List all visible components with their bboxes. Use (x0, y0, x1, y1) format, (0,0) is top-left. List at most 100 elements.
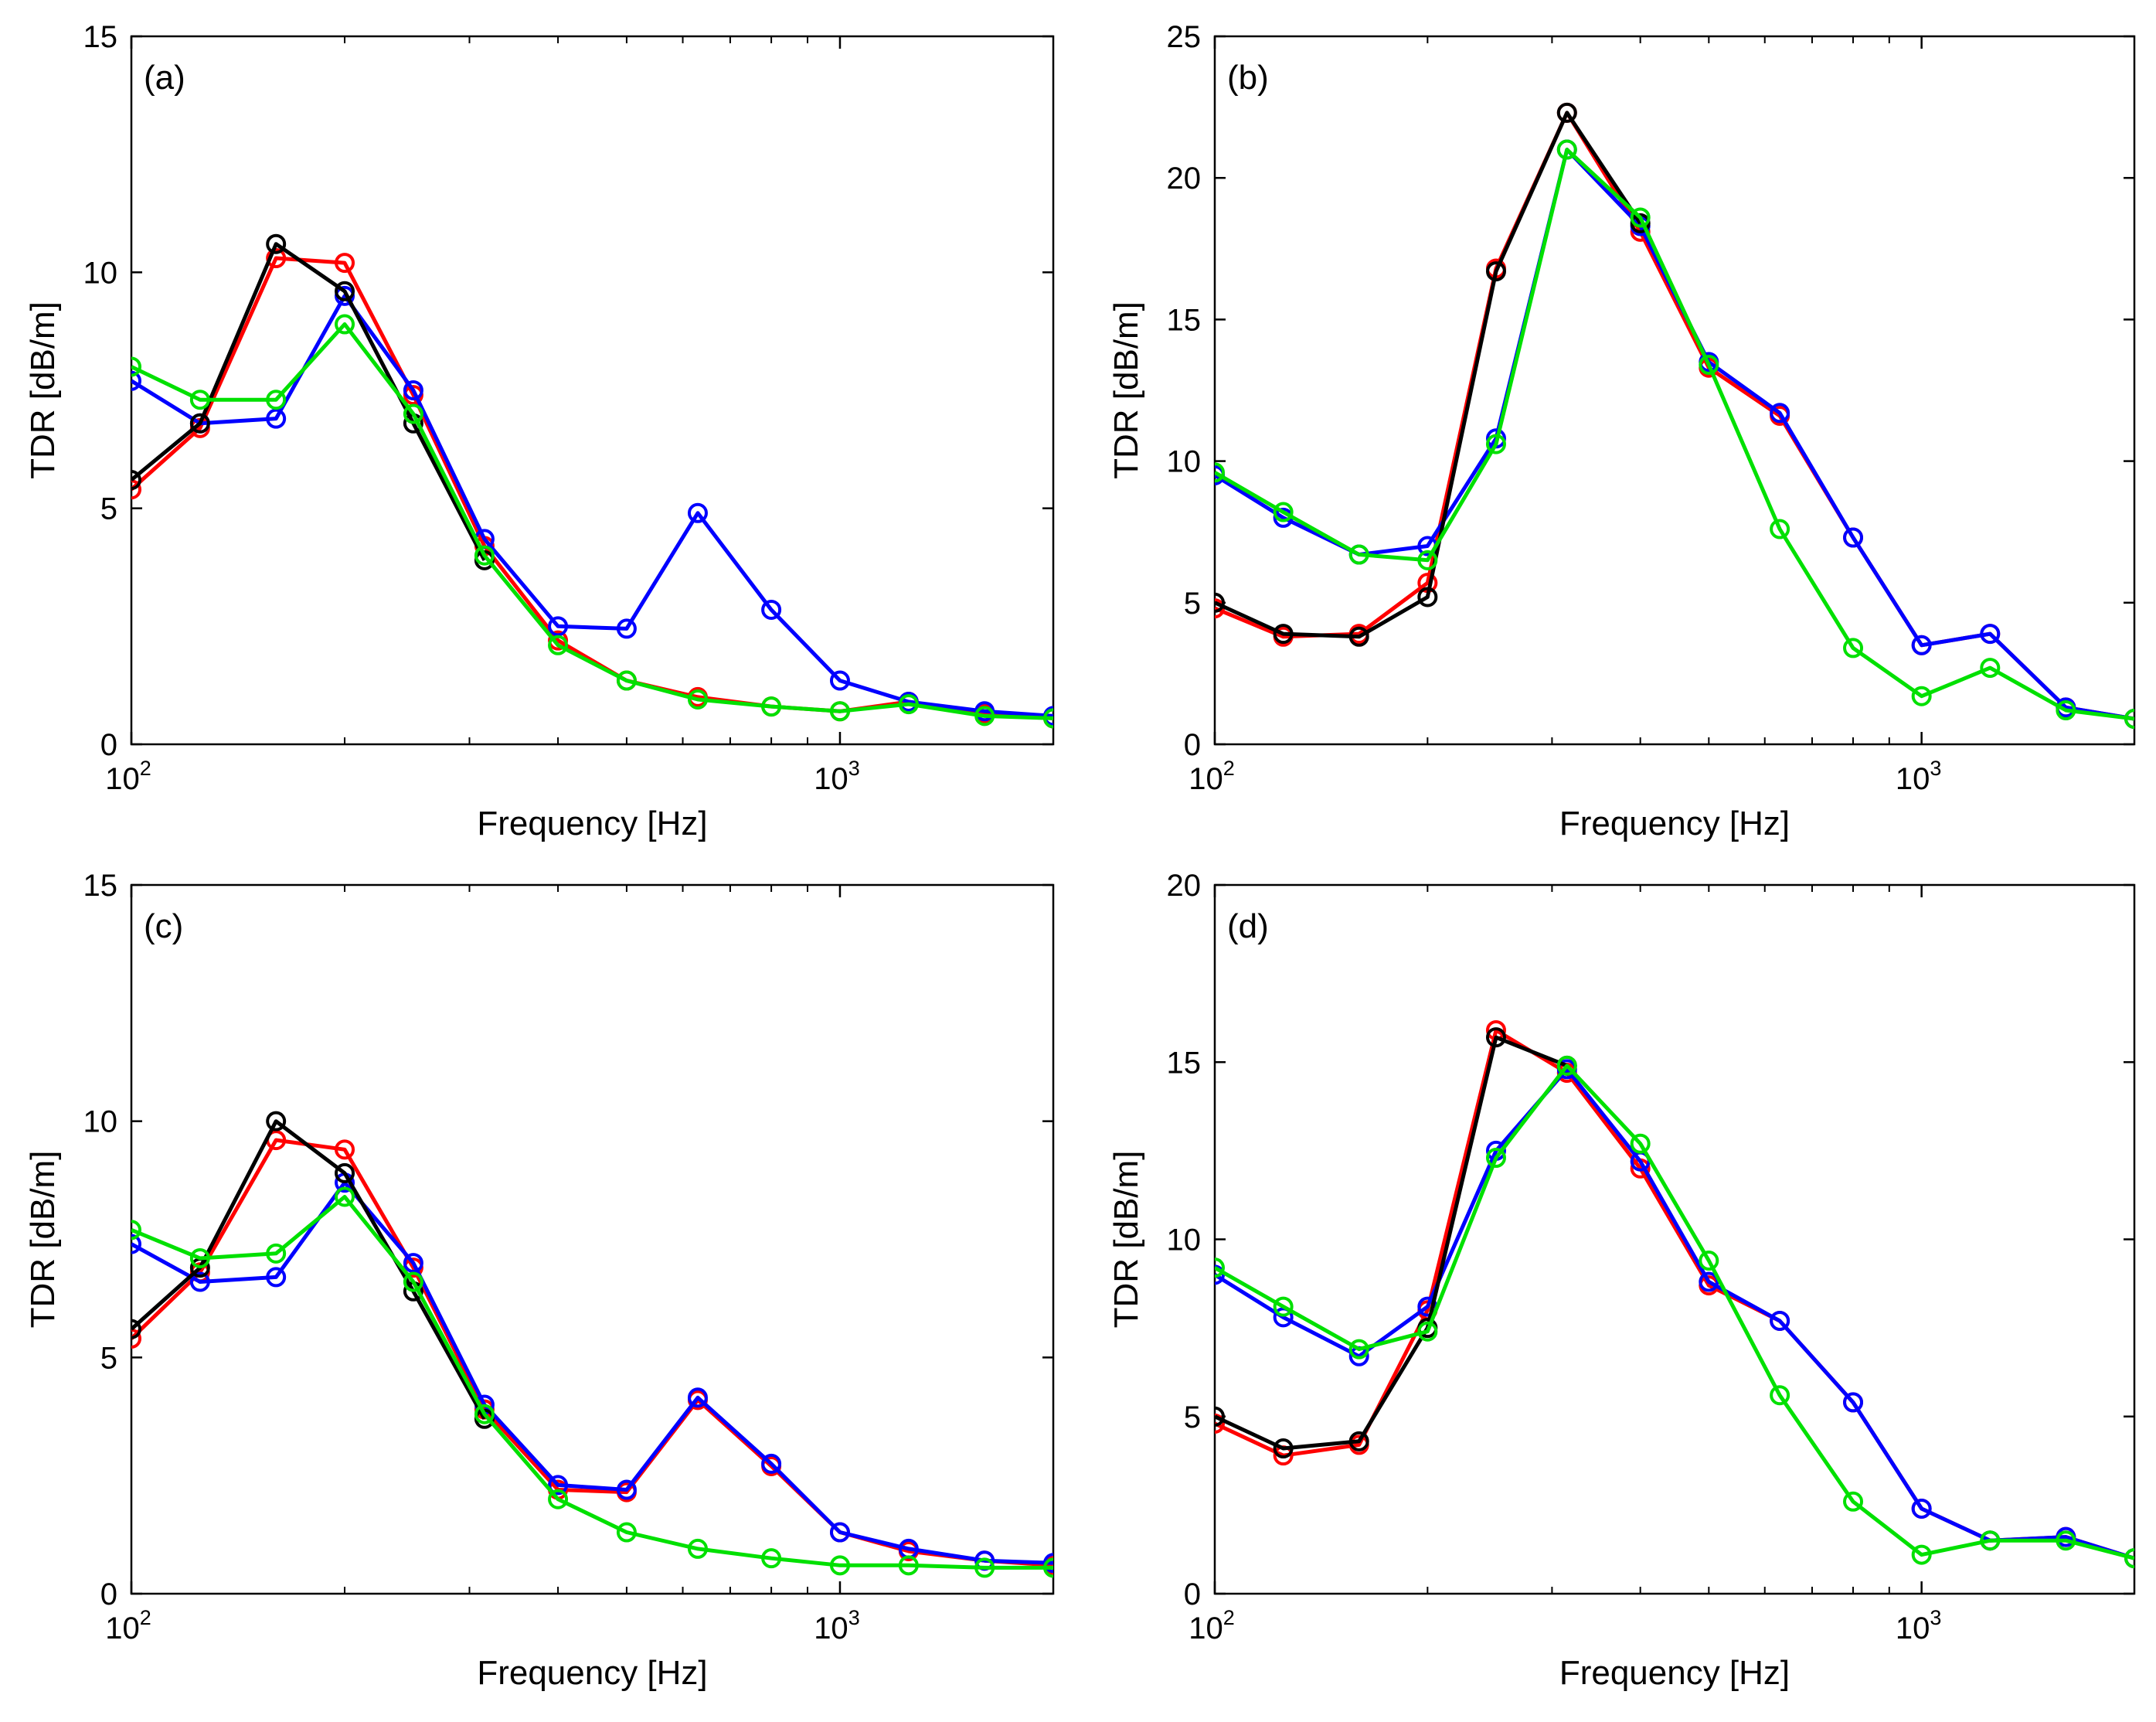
series-line-red (131, 256, 1053, 720)
data-point-blue (1770, 1310, 1790, 1331)
series-black (1215, 102, 1651, 647)
x-tick-exponent: 3 (848, 757, 860, 780)
data-point-black (1348, 1431, 1369, 1451)
data-point-black (266, 1111, 287, 1132)
series-line-black (1215, 111, 1642, 639)
x-tick-label: 103 (1896, 1606, 1942, 1645)
y-tick-label: 5 (1184, 1400, 1201, 1434)
series-green (131, 314, 1053, 729)
data-point-blue (687, 502, 708, 523)
y-tick-label: 20 (1167, 162, 1202, 196)
series-blue (131, 1172, 1053, 1574)
data-point-black (1215, 1406, 1225, 1427)
x-tick-base: 10 (105, 762, 140, 796)
data-point-green (1556, 1055, 1577, 1076)
data-point-green (131, 356, 141, 377)
data-point-black (1630, 213, 1651, 233)
data-point-blue (829, 670, 850, 691)
data-point-red (266, 248, 287, 269)
y-tick-label: 15 (1167, 1046, 1202, 1080)
series-line-red (131, 1138, 1053, 1567)
x-tick-label: 102 (1189, 757, 1235, 796)
data-point-green (474, 1404, 495, 1424)
y-tick-label: 25 (1167, 20, 1202, 54)
y-axis-label: TDR [dB/m] (24, 1151, 62, 1329)
plot-frame (130, 883, 1055, 1595)
data-point-green (1699, 1251, 1719, 1271)
panel-label: (b) (1227, 59, 1269, 97)
data-point-green (687, 689, 708, 710)
data-point-green (2124, 709, 2134, 730)
data-point-green (974, 1557, 995, 1578)
x-tick-label: 103 (814, 1606, 860, 1645)
x-tick-base: 10 (1189, 1611, 1223, 1645)
x-tick-label: 102 (105, 1606, 151, 1645)
data-point-green (1417, 1321, 1438, 1342)
data-point-green (474, 545, 495, 566)
data-point-green (266, 1243, 287, 1264)
data-point-black (335, 281, 355, 301)
data-point-blue (548, 616, 569, 637)
plot-frame (1213, 883, 2136, 1595)
data-point-blue (1770, 403, 1790, 424)
data-point-green (1043, 708, 1053, 729)
data-point-green (335, 1186, 355, 1207)
y-axis-label: TDR [dB/m] (24, 301, 62, 479)
x-tick-exponent: 2 (1223, 757, 1235, 780)
x-tick-exponent: 2 (1223, 1606, 1235, 1629)
y-tick-label: 15 (83, 869, 118, 903)
data-point-green (403, 403, 423, 424)
data-point-black (1485, 1027, 1506, 1048)
data-point-green (1843, 638, 1864, 659)
data-point-blue (761, 1453, 782, 1474)
data-point-black (131, 470, 141, 491)
y-tick-label: 10 (1167, 1223, 1202, 1257)
data-point-blue (131, 1234, 141, 1254)
data-point-green (829, 701, 850, 722)
plot-frame (130, 35, 1055, 746)
y-tick-label: 5 (100, 492, 117, 526)
data-point-green (616, 670, 637, 691)
series-line-blue (131, 294, 1053, 718)
data-point-red (335, 1139, 355, 1160)
data-point-blue (403, 380, 423, 400)
x-tick-exponent: 2 (140, 757, 151, 780)
series-line-green (131, 1195, 1053, 1570)
y-tick-label: 10 (1167, 445, 1202, 479)
data-point-green (1485, 1148, 1506, 1169)
data-point-green (1770, 519, 1790, 539)
data-point-blue (761, 599, 782, 620)
data-point-blue (1843, 527, 1864, 548)
data-point-green (1273, 502, 1294, 522)
x-axis-label: Frequency [Hz] (477, 805, 707, 842)
data-point-green (2056, 700, 2076, 721)
x-tick-exponent: 3 (848, 1606, 860, 1629)
data-point-green (2124, 1548, 2134, 1569)
data-point-green (189, 390, 210, 410)
data-point-green (548, 635, 569, 655)
series-green (131, 1186, 1053, 1578)
panel-label: (d) (1227, 907, 1269, 945)
data-point-green (829, 1555, 850, 1576)
data-point-green (131, 1220, 141, 1240)
y-tick-label: 0 (1184, 728, 1201, 762)
data-point-green (1273, 1296, 1294, 1317)
x-tick-label: 103 (1896, 757, 1942, 796)
data-point-black (1273, 624, 1294, 645)
data-point-black (266, 233, 287, 254)
x-axis-label: Frequency [Hz] (1559, 1654, 1790, 1692)
x-tick-label: 102 (105, 757, 151, 796)
data-point-green (616, 1522, 637, 1543)
data-point-green (1417, 550, 1438, 570)
data-point-black (189, 413, 210, 434)
y-tick-label: 0 (100, 1577, 117, 1611)
x-tick-base: 10 (105, 1611, 140, 1645)
data-point-red (335, 253, 355, 274)
y-tick-label: 15 (1167, 303, 1202, 337)
data-point-green (898, 694, 919, 715)
data-point-blue (403, 1253, 423, 1274)
y-tick-label: 10 (83, 1105, 118, 1139)
